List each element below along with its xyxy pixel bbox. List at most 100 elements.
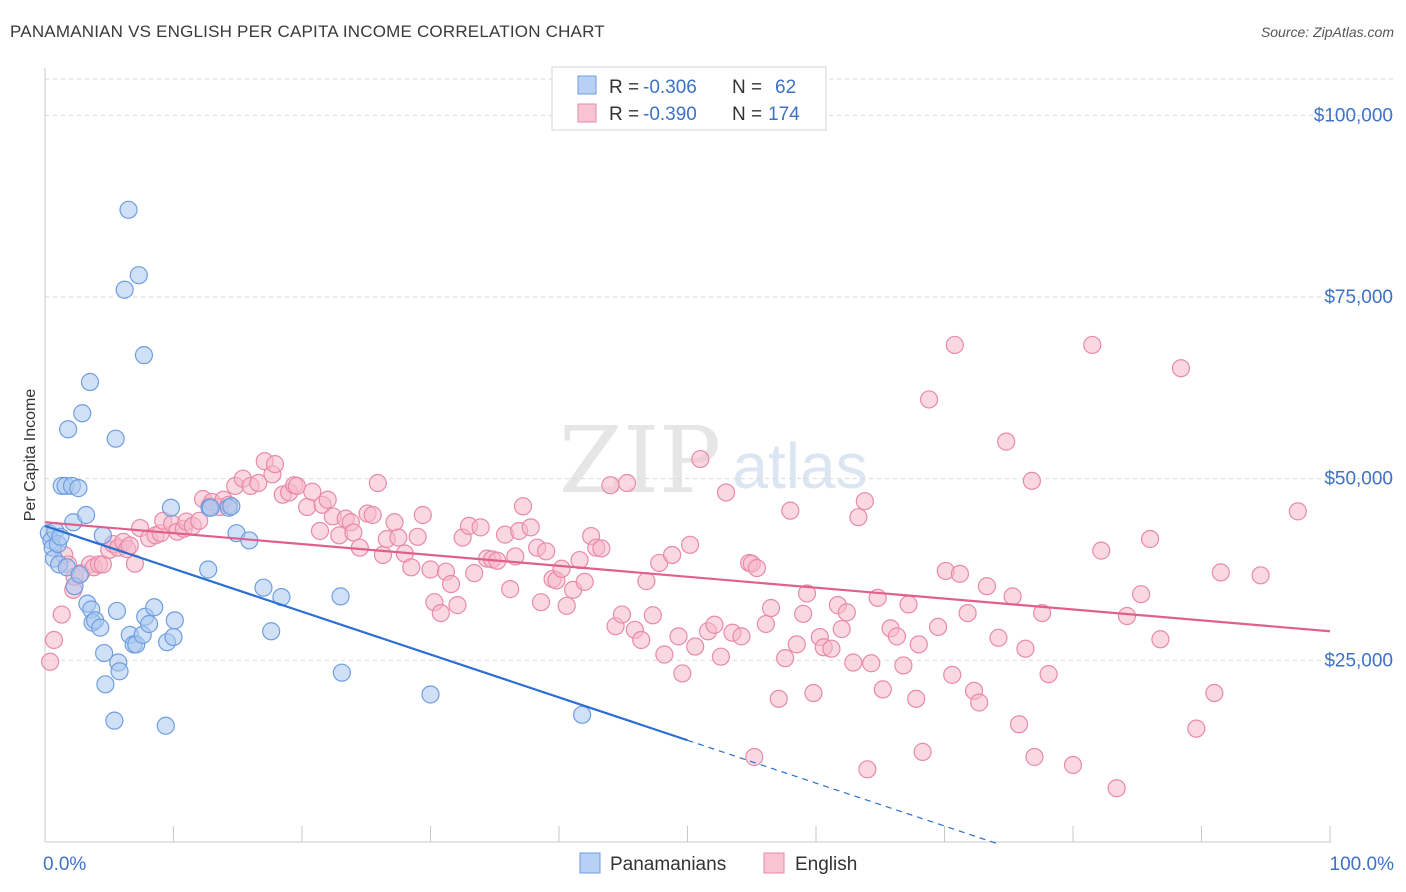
panamanian-point-40 bbox=[134, 346, 154, 365]
english-point-100 bbox=[592, 539, 611, 558]
legend-r-label-2: R = bbox=[609, 104, 639, 125]
english-point-186 bbox=[913, 742, 932, 761]
english-point-129 bbox=[776, 649, 795, 668]
english-point-167 bbox=[1022, 471, 1041, 490]
english-point-39 bbox=[249, 473, 268, 493]
english-point-90 bbox=[537, 542, 556, 561]
bottom-legend-panamanians: Panamanians bbox=[610, 854, 726, 875]
legend-r-value-2: -0.390 bbox=[643, 104, 697, 125]
english-point-56 bbox=[344, 523, 363, 542]
english-point-163 bbox=[997, 432, 1016, 451]
panamanian-point-51 bbox=[201, 498, 220, 517]
panamanian-point-38 bbox=[129, 266, 148, 285]
panamanian-point-33 bbox=[115, 280, 134, 299]
english-point-42 bbox=[265, 455, 285, 474]
panamanian-point-42 bbox=[139, 614, 159, 634]
english-point-60 bbox=[368, 473, 387, 493]
english-point-142 bbox=[849, 508, 868, 527]
english-points bbox=[41, 335, 1307, 798]
english-point-157 bbox=[950, 564, 970, 583]
panamanian-point-16 bbox=[70, 565, 89, 584]
legend-swatch-blue bbox=[577, 75, 597, 95]
panamanian-point-32 bbox=[110, 662, 129, 681]
english-point-97 bbox=[575, 572, 594, 591]
english-point-93 bbox=[552, 559, 571, 578]
english-point-188 bbox=[858, 760, 877, 779]
bottom-legend-swatch-pink bbox=[763, 852, 785, 874]
english-point-1 bbox=[44, 630, 64, 650]
english-point-86 bbox=[513, 497, 533, 516]
english-point-113 bbox=[673, 664, 692, 683]
panamanian-point-62 bbox=[573, 705, 592, 724]
english-point-174 bbox=[1132, 585, 1151, 604]
english-point-153 bbox=[919, 390, 939, 409]
english-point-172 bbox=[1107, 779, 1126, 798]
english-point-161 bbox=[977, 577, 997, 596]
panamanian-point-24 bbox=[91, 618, 110, 637]
english-point-170 bbox=[1063, 755, 1083, 775]
english-point-180 bbox=[1211, 563, 1230, 582]
panamanian-point-44 bbox=[156, 716, 175, 735]
english-point-184 bbox=[1083, 335, 1102, 355]
correlation-legend: R = -0.306 N = 62 R = -0.390 N = 174 bbox=[551, 66, 827, 131]
y-tick-label-3: $100,000 bbox=[1314, 105, 1393, 126]
english-point-181 bbox=[1251, 566, 1270, 585]
english-point-173 bbox=[1117, 606, 1137, 626]
panamanian-point-26 bbox=[95, 643, 114, 663]
panamanian-point-49 bbox=[199, 560, 218, 579]
english-point-111 bbox=[662, 545, 682, 565]
english-point-127 bbox=[761, 598, 781, 618]
panamanian-trend-line bbox=[44, 524, 688, 742]
source-label: Source: ZipAtlas.com bbox=[1260, 24, 1394, 40]
english-trend-line bbox=[44, 521, 1331, 633]
english-point-103 bbox=[612, 605, 632, 624]
panamanian-point-28 bbox=[105, 711, 124, 730]
english-point-73 bbox=[441, 574, 461, 594]
panamanian-point-25 bbox=[93, 526, 112, 545]
english-point-0 bbox=[41, 652, 60, 671]
panamanian-point-59 bbox=[331, 587, 350, 606]
english-point-49 bbox=[310, 521, 330, 541]
english-point-101 bbox=[601, 476, 620, 495]
english-point-156 bbox=[943, 665, 962, 684]
english-point-106 bbox=[632, 630, 651, 650]
english-point-77 bbox=[465, 564, 484, 583]
english-point-143 bbox=[855, 492, 874, 511]
english-point-59 bbox=[363, 505, 382, 525]
english-point-109 bbox=[650, 553, 669, 573]
y-tick-label-0: $25,000 bbox=[1324, 650, 1393, 671]
panamanian-point-27 bbox=[96, 675, 115, 694]
panamanian-point-29 bbox=[106, 429, 125, 448]
panamanian-point-20 bbox=[80, 372, 100, 392]
panamanian-points bbox=[39, 200, 592, 735]
english-point-131 bbox=[787, 635, 806, 654]
panamanian-point-43 bbox=[145, 598, 164, 617]
panamanian-point-34 bbox=[119, 200, 138, 219]
english-point-130 bbox=[781, 501, 800, 520]
english-point-132 bbox=[794, 604, 813, 623]
english-point-48 bbox=[303, 482, 322, 501]
english-point-176 bbox=[1151, 630, 1170, 649]
english-point-89 bbox=[531, 593, 551, 612]
english-point-46 bbox=[287, 476, 306, 496]
panamanian-point-60 bbox=[332, 663, 351, 682]
english-point-183 bbox=[945, 335, 964, 355]
english-point-116 bbox=[691, 449, 710, 469]
english-point-151 bbox=[907, 689, 926, 708]
panamanian-point-18 bbox=[77, 505, 96, 525]
english-point-126 bbox=[756, 614, 775, 634]
english-point-178 bbox=[1187, 719, 1206, 738]
axes bbox=[44, 68, 1331, 843]
english-point-2 bbox=[52, 605, 71, 624]
panamanian-point-11 bbox=[59, 420, 78, 439]
legend-n-value-2: 174 bbox=[768, 104, 800, 125]
chart-title: PANAMANIAN VS ENGLISH PER CAPITA INCOME … bbox=[10, 22, 605, 41]
english-point-134 bbox=[804, 683, 823, 703]
english-point-137 bbox=[822, 639, 841, 658]
english-point-66 bbox=[402, 558, 421, 577]
y-tick-labels: $25,000 $50,000 $75,000 $100,000 bbox=[1314, 105, 1393, 671]
english-point-104 bbox=[618, 473, 637, 493]
english-point-162 bbox=[989, 628, 1008, 647]
english-point-150 bbox=[899, 595, 918, 614]
